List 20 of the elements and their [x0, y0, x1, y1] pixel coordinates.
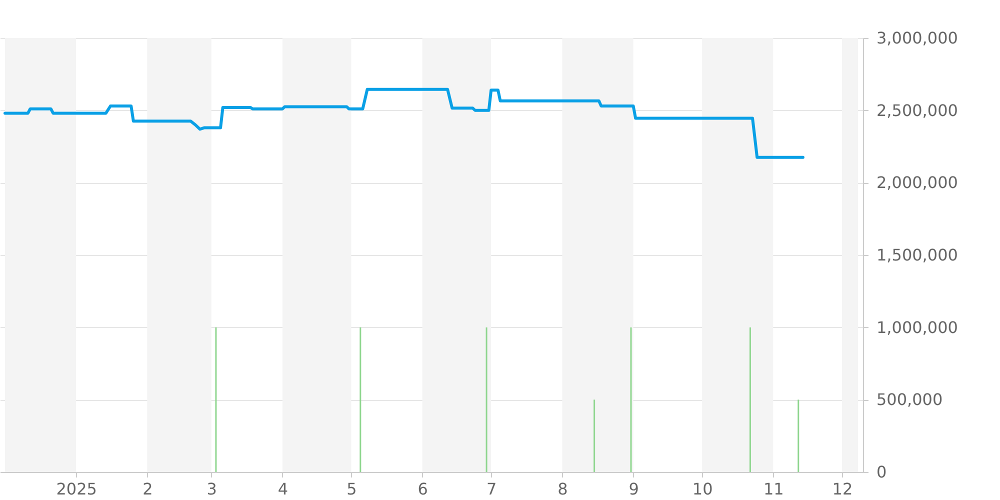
y-tick-label: 1,500,000	[876, 246, 958, 264]
x-tick-label: 6	[418, 480, 428, 498]
x-tick-label: 3	[206, 480, 217, 498]
x-tick-label: 9	[628, 480, 639, 498]
x-tick-label: 5	[346, 480, 357, 498]
y-tick-label: 500,000	[876, 390, 943, 410]
x-tick-label: 4	[278, 480, 288, 498]
x-tick-label: 12	[832, 480, 853, 498]
x-tick-label: 11	[763, 480, 784, 498]
x-tick-label: 2	[142, 480, 153, 498]
y-tick-label: 1,000,000	[876, 318, 958, 337]
x-tick-label: 8	[558, 480, 568, 498]
y-tick-label: 0	[876, 462, 887, 482]
y-tick-label: 3,000,000	[876, 28, 958, 48]
x-tick-label: 2025	[56, 480, 97, 498]
x-tick-label: 10	[692, 480, 713, 498]
line-series	[4, 88, 804, 159]
x-tick-label: 7	[486, 480, 497, 498]
y-tick-label: 2,000,000	[876, 173, 958, 192]
y-tick-label: 2,500,000	[876, 100, 958, 120]
